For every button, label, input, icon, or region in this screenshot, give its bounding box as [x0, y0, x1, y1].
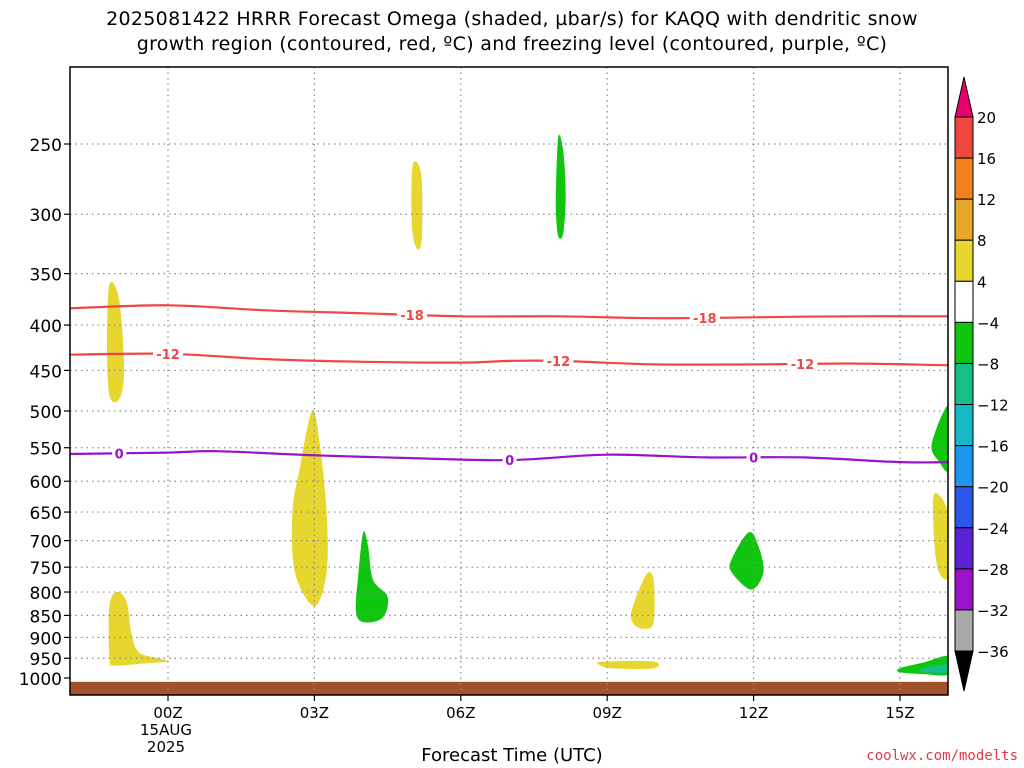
y-tick-label-800: 800 — [30, 584, 62, 604]
colorbar-bin--32 — [954, 609, 974, 652]
colorbar-label--24: −24 — [977, 520, 1009, 538]
x-tick-label-09Z: 09Z — [593, 704, 622, 722]
y-tick-label-850: 850 — [30, 607, 62, 627]
x-tick-label-03Z: 03Z — [300, 704, 329, 722]
x-tick-label-00Z: 00Z — [153, 704, 182, 722]
colorbar-label-8: 8 — [977, 232, 987, 250]
omega-shading-layer — [70, 134, 948, 695]
colorbar-bin-4 — [954, 280, 974, 323]
dgz-contour-minus18 — [70, 304, 948, 320]
contour-label-2-1: 0 — [505, 454, 514, 469]
colorbar-bottom-arrow — [954, 650, 974, 692]
colorbar-label--36: −36 — [977, 643, 1009, 661]
colorbar-bin--28 — [954, 568, 974, 611]
colorbar-bin--20 — [954, 486, 974, 529]
y-tick-label-250: 250 — [30, 136, 62, 156]
omega-shaded-region-8 — [108, 591, 169, 666]
y-tick-label-750: 750 — [30, 559, 62, 579]
omega-shaded-region-3 — [555, 134, 566, 239]
y-tick-label-450: 450 — [30, 362, 62, 382]
colorbar-label--12: −12 — [977, 397, 1009, 415]
colorbar-label--28: −28 — [977, 561, 1009, 579]
omega-shaded-region-9 — [597, 660, 660, 669]
colorbar-bin-20 — [954, 116, 974, 159]
colorbar-label-16: 16 — [977, 150, 996, 168]
chart-title-line-1: 2025081422 HRRR Forecast Omega (shaded, … — [106, 8, 918, 30]
contour-label-bg — [543, 353, 574, 368]
x-axis-label: Forecast Time (UTC) — [421, 745, 603, 766]
colorbar-bin--16 — [954, 445, 974, 488]
grid-layer — [70, 67, 948, 695]
contour-label-bg — [397, 307, 427, 322]
omega-shaded-region-7 — [729, 531, 764, 590]
contour-label-bg — [112, 446, 127, 461]
y-tick-label-350: 350 — [30, 266, 62, 286]
colorbar-label--32: −32 — [977, 602, 1009, 620]
plot-frame — [69, 66, 949, 696]
contour-label-2-2: 0 — [749, 451, 758, 466]
x-tick-label-12Z: 12Z — [739, 704, 768, 722]
colorbar: 20 16 12 8 4 −4 −8 −12 −16 −20 −24 −28 −32 −36 — [954, 76, 1009, 692]
colorbar-bin--12 — [954, 404, 974, 447]
y-tick-label-300: 300 — [30, 206, 62, 226]
y-tick-label-400: 400 — [30, 317, 62, 337]
omega-shaded-region-2 — [411, 161, 423, 250]
omega-shaded-region-13 — [919, 664, 948, 673]
contour-label-0-1: -18 — [693, 312, 717, 327]
site-credit-link[interactable]: coolwx.com/modelts — [866, 748, 1018, 764]
y-tick-label-700: 700 — [30, 533, 62, 553]
colorbar-label--4: −4 — [977, 314, 999, 332]
colorbar-top-arrow — [954, 76, 974, 118]
y-tick-label-550: 550 — [30, 440, 62, 460]
colorbar-bin-8 — [954, 239, 974, 282]
omega-shaded-region-11 — [931, 405, 948, 472]
contour-label-1-2: -12 — [791, 358, 815, 373]
axis-layer: 2503003504004505005506006507007508008509… — [19, 66, 949, 756]
colorbar-label--8: −8 — [977, 355, 999, 373]
contour-label-0-0: -18 — [400, 309, 424, 324]
x-tick-label-06Z: 06Z — [446, 704, 475, 722]
colorbar-label--20: −20 — [977, 479, 1009, 497]
colorbar-bin-12 — [954, 198, 974, 241]
contour-label-2-0: 0 — [115, 447, 124, 462]
contour-layer: -18 -18 -12 -12 -12 0 0 0 — [70, 304, 948, 469]
colorbar-label--16: −16 — [977, 438, 1009, 456]
x-tick-label-15Z: 15Z — [885, 704, 914, 722]
y-tick-label-900: 900 — [30, 629, 62, 649]
contour-label-bg — [746, 450, 761, 465]
omega-shaded-region-5 — [355, 531, 389, 623]
contour-label-bg — [153, 346, 183, 361]
omega-shaded-region-1 — [107, 281, 125, 403]
colorbar-label-12: 12 — [977, 191, 996, 209]
colorbar-bin--24 — [954, 527, 974, 570]
omega-shaded-region-4 — [291, 410, 328, 607]
colorbar-label-4: 4 — [977, 273, 987, 291]
x-date-label-1: 2025 — [147, 738, 185, 756]
colorbar-bin--8 — [954, 362, 974, 406]
contour-label-bg — [502, 453, 517, 468]
y-tick-label-650: 650 — [30, 504, 62, 524]
colorbar-bin--4 — [954, 321, 974, 364]
omega-shaded-region-6 — [630, 572, 655, 629]
contour-label-bg — [689, 310, 720, 325]
contour-label-bg — [787, 356, 818, 371]
y-tick-label-1000: 1000 — [19, 670, 62, 690]
y-tick-label-500: 500 — [30, 403, 62, 423]
contour-label-1-0: -12 — [156, 348, 180, 363]
x-date-label-0: 15AUG — [140, 721, 192, 739]
ground-surface-band — [70, 681, 948, 695]
colorbar-label-20: 20 — [977, 109, 996, 127]
chart-title-line-2: growth region (contoured, red, ºC) and f… — [136, 33, 888, 55]
omega-shaded-region-10 — [932, 493, 948, 580]
contour-label-1-1: -12 — [547, 355, 571, 370]
colorbar-bin-16 — [954, 157, 974, 200]
y-tick-label-600: 600 — [30, 473, 62, 493]
y-tick-label-950: 950 — [30, 650, 62, 670]
